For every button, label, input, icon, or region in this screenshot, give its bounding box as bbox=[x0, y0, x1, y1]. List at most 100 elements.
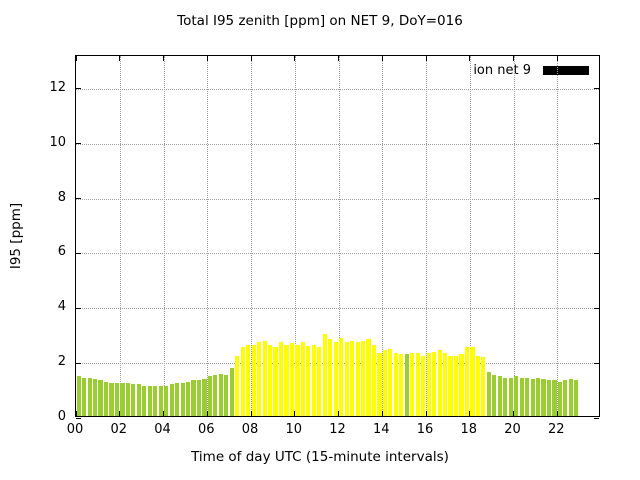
bar bbox=[175, 383, 180, 416]
bar bbox=[103, 381, 109, 416]
bar bbox=[563, 380, 568, 416]
bar bbox=[262, 340, 267, 416]
x-tick-label: 20 bbox=[504, 422, 521, 437]
y-tick-mark bbox=[594, 143, 599, 145]
y-tick-mark bbox=[76, 417, 81, 419]
y-tick-label: 0 bbox=[57, 409, 66, 424]
bar bbox=[481, 357, 486, 416]
bar bbox=[497, 376, 502, 416]
x-tick-mark bbox=[119, 411, 121, 416]
bar bbox=[360, 340, 366, 416]
legend-swatch bbox=[543, 66, 589, 75]
y-tick-label: 4 bbox=[57, 299, 66, 315]
bar bbox=[273, 347, 278, 416]
bar bbox=[486, 372, 491, 416]
legend-label: ion net 9 bbox=[473, 63, 531, 78]
gridline-vertical bbox=[119, 56, 121, 416]
bar bbox=[535, 377, 541, 416]
x-tick-label: 04 bbox=[154, 422, 171, 437]
y-tick-mark bbox=[76, 88, 81, 90]
bar bbox=[443, 352, 448, 416]
x-tick-mark bbox=[425, 56, 427, 61]
bar bbox=[328, 339, 333, 416]
x-tick-mark bbox=[469, 56, 471, 61]
bar bbox=[317, 347, 322, 416]
bar bbox=[196, 380, 202, 416]
bar bbox=[552, 380, 557, 416]
bar bbox=[278, 341, 284, 416]
x-tick-label: 18 bbox=[460, 422, 478, 437]
bar bbox=[421, 355, 426, 416]
bar bbox=[475, 355, 480, 416]
bar bbox=[464, 347, 470, 416]
bar bbox=[514, 376, 519, 416]
bar bbox=[306, 346, 311, 416]
bar bbox=[503, 377, 508, 416]
gridline-vertical bbox=[338, 56, 340, 416]
bar bbox=[224, 374, 229, 416]
x-tick-mark bbox=[294, 411, 296, 416]
bar bbox=[366, 339, 371, 416]
x-tick-mark bbox=[425, 411, 427, 416]
bar bbox=[371, 344, 377, 416]
bar bbox=[382, 350, 387, 416]
gridline-horizontal bbox=[76, 308, 599, 310]
y-tick-label: 6 bbox=[57, 244, 66, 260]
x-tick-mark bbox=[556, 56, 558, 61]
bar bbox=[246, 344, 251, 416]
gridline-horizontal bbox=[76, 198, 599, 200]
y-tick-mark bbox=[594, 417, 599, 419]
bar bbox=[257, 341, 262, 416]
x-tick-label: 02 bbox=[110, 422, 128, 437]
gridline-vertical bbox=[513, 56, 515, 416]
bar bbox=[519, 377, 524, 416]
bar bbox=[164, 385, 169, 416]
bar bbox=[333, 341, 338, 416]
x-tick-label: 22 bbox=[547, 422, 565, 437]
bar bbox=[415, 352, 420, 416]
bar bbox=[98, 380, 103, 416]
bar bbox=[404, 354, 409, 416]
legend: ion net 9 bbox=[473, 63, 589, 78]
bar bbox=[530, 378, 535, 416]
x-tick-label: 10 bbox=[285, 422, 303, 437]
bar bbox=[557, 381, 562, 416]
x-tick-mark bbox=[513, 56, 514, 61]
x-tick-mark bbox=[163, 411, 164, 416]
x-tick-mark bbox=[163, 56, 164, 61]
bar bbox=[202, 378, 207, 416]
bar bbox=[432, 351, 437, 416]
chart-title: Total I95 zenith [ppm] on NET 9, DoY=016 bbox=[177, 13, 463, 29]
bar bbox=[311, 344, 316, 416]
bar bbox=[492, 374, 497, 416]
x-tick-mark bbox=[294, 56, 296, 61]
bar bbox=[251, 344, 256, 416]
bar bbox=[153, 385, 158, 416]
gridline-vertical bbox=[294, 56, 296, 416]
bar bbox=[213, 374, 218, 416]
x-tick-mark bbox=[381, 411, 383, 416]
bar bbox=[207, 376, 212, 416]
gridline-vertical bbox=[163, 56, 165, 416]
x-tick-label: 00 bbox=[66, 422, 84, 437]
bar bbox=[393, 352, 398, 416]
bar bbox=[76, 376, 81, 416]
bar bbox=[93, 378, 98, 416]
bar bbox=[142, 385, 147, 416]
x-tick-mark bbox=[381, 56, 383, 61]
y-tick-mark bbox=[594, 362, 599, 364]
x-tick-mark bbox=[338, 411, 339, 416]
bar bbox=[448, 355, 453, 416]
bar bbox=[508, 377, 513, 416]
x-tick-mark bbox=[250, 411, 252, 416]
y-tick-mark bbox=[76, 307, 81, 309]
bar bbox=[191, 380, 196, 416]
x-tick-label: 06 bbox=[197, 422, 215, 437]
y-tick-mark bbox=[76, 143, 81, 145]
bar bbox=[136, 384, 141, 416]
x-tick-mark bbox=[206, 411, 208, 416]
y-tick-label: 2 bbox=[57, 354, 66, 370]
bar bbox=[109, 383, 114, 416]
bar bbox=[218, 373, 223, 416]
y-tick-mark bbox=[594, 252, 599, 254]
